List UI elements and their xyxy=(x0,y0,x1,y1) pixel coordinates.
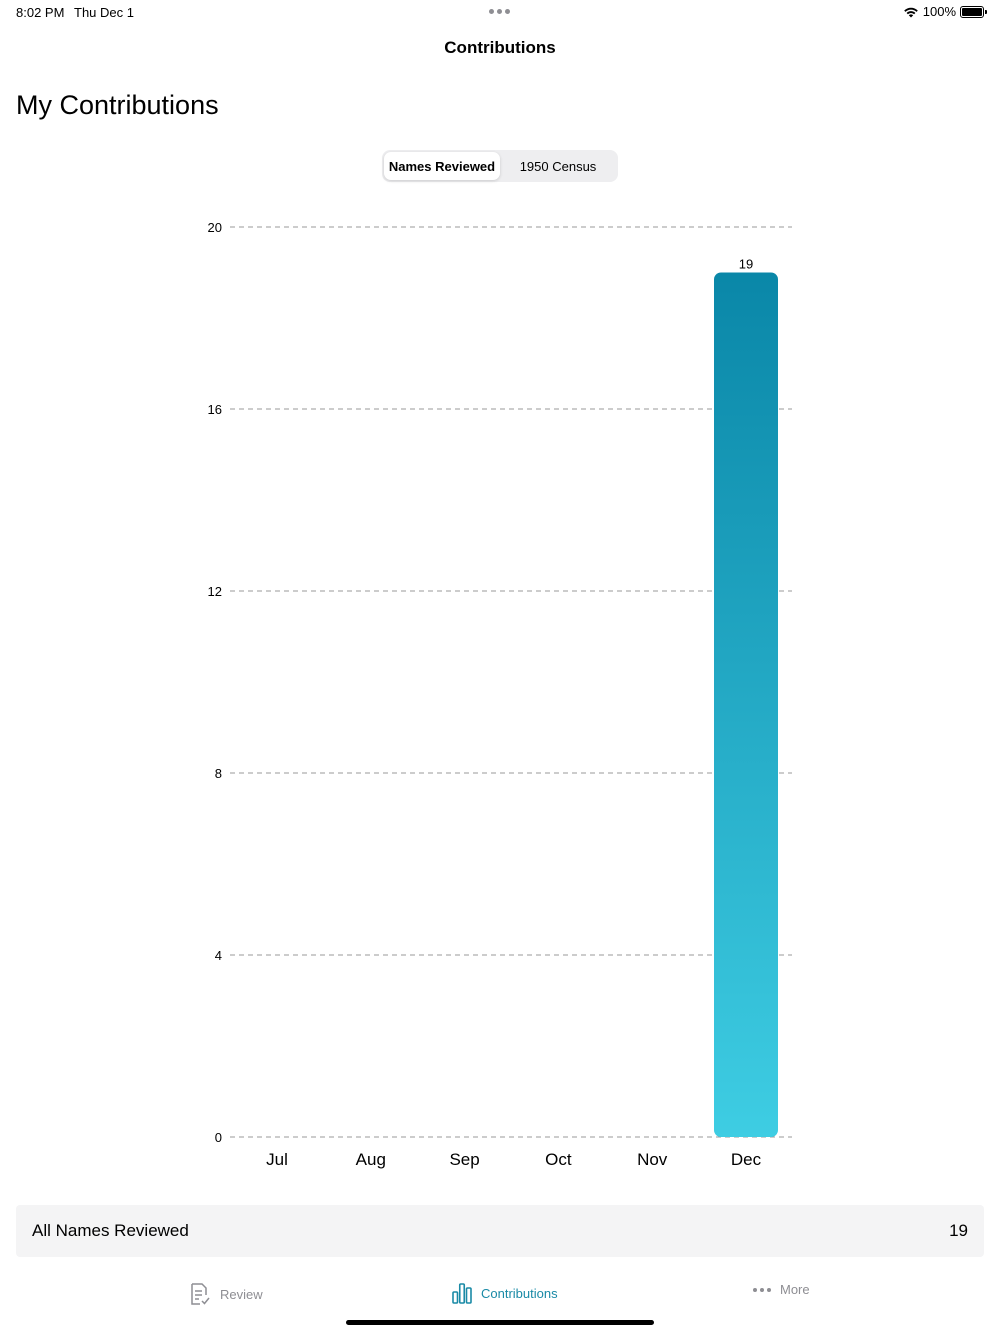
y-tick-label: 20 xyxy=(208,220,222,235)
page-title: My Contributions xyxy=(16,90,219,120)
y-tick-label: 12 xyxy=(208,584,222,599)
tab-more-label: More xyxy=(780,1282,810,1297)
more-dots-icon xyxy=(753,1287,771,1292)
summary-value: 19 xyxy=(949,1221,968,1240)
battery-icon xyxy=(960,5,987,18)
segmented-control: Names Reviewed 1950 Census xyxy=(382,150,618,182)
summary-label: All Names Reviewed xyxy=(32,1221,189,1240)
review-document-icon xyxy=(191,1283,210,1305)
x-tick-label: Aug xyxy=(356,1150,386,1169)
y-tick-label: 4 xyxy=(215,948,222,963)
status-date: Thu Dec 1 xyxy=(74,5,134,20)
nav-title: Contributions xyxy=(444,38,556,57)
y-tick-label: 16 xyxy=(208,402,222,417)
tab-more[interactable]: More xyxy=(752,1282,810,1297)
tab-bar: Review Contributions More xyxy=(0,1274,1000,1318)
contributions-chart: 0 4 8 12 16 20 Jul Aug Sep Oct Nov Dec 19 xyxy=(0,200,1000,1190)
y-tick-label: 0 xyxy=(215,1130,222,1145)
tab-review[interactable]: Review xyxy=(188,1282,263,1306)
x-tick-label: Sep xyxy=(449,1150,479,1169)
segment-names-reviewed[interactable]: Names Reviewed xyxy=(384,152,500,180)
segment-1950-census[interactable]: 1950 Census xyxy=(519,158,597,174)
tab-review-label: Review xyxy=(220,1286,263,1302)
battery-percent: 100% xyxy=(922,4,956,19)
home-indicator xyxy=(346,1320,654,1325)
x-tick-label: Oct xyxy=(545,1150,572,1169)
tab-contributions[interactable]: Contributions xyxy=(451,1282,558,1304)
x-tick-label: Dec xyxy=(731,1150,762,1169)
status-bar: 8:02 PM Thu Dec 1 100% xyxy=(0,0,1000,24)
tab-contributions-label: Contributions xyxy=(481,1285,558,1301)
x-tick-label: Jul xyxy=(266,1150,288,1169)
bar-chart-icon xyxy=(452,1283,472,1304)
y-tick-label: 8 xyxy=(215,766,222,781)
wifi-icon xyxy=(903,7,918,17)
status-time: 8:02 PM xyxy=(16,5,65,20)
status-indicators: 100% xyxy=(903,4,987,19)
multitask-dots-icon[interactable] xyxy=(489,9,511,15)
bar-dec xyxy=(714,272,778,1137)
summary-row[interactable]: All Names Reviewed 19 xyxy=(16,1205,984,1257)
chart-svg: 0 4 8 12 16 20 Jul Aug Sep Oct Nov Dec 19 xyxy=(208,220,792,1169)
x-tick-label: Nov xyxy=(637,1150,668,1169)
data-label: 19 xyxy=(739,257,753,272)
